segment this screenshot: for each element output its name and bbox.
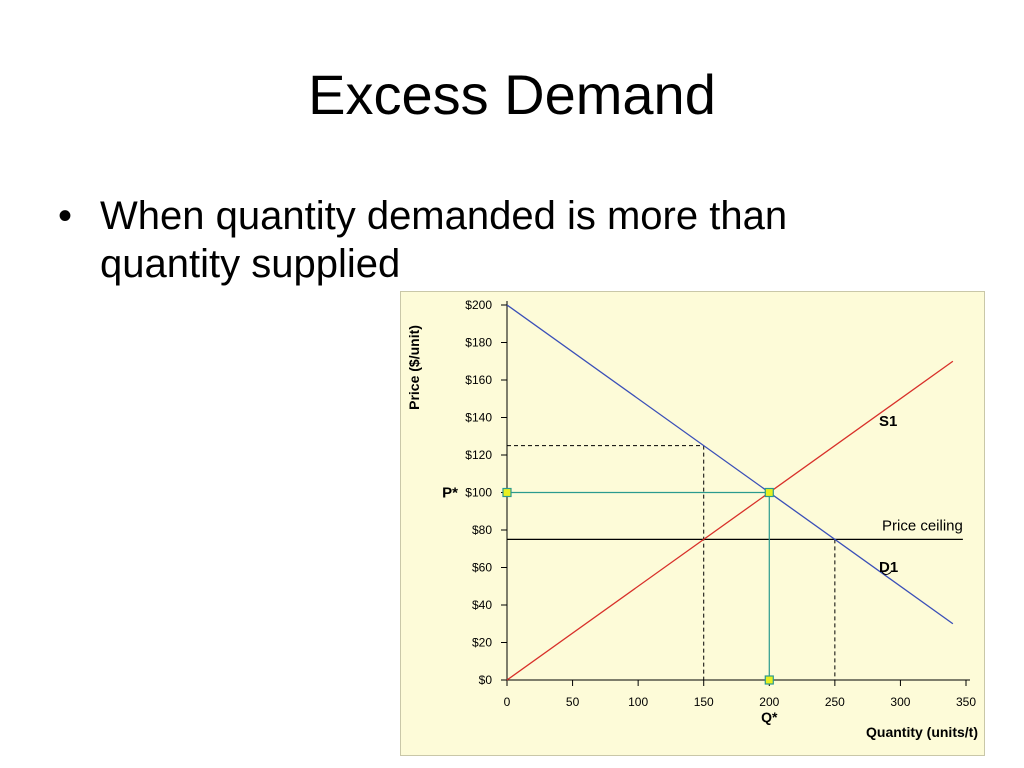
series-label-s1: S1 xyxy=(879,413,897,430)
bullet-marker: • xyxy=(58,194,73,238)
x-tick-label: 300 xyxy=(890,695,910,709)
y-tick-label: $80 xyxy=(472,523,492,537)
supply-demand-chart: $0 $20 $40 $60 $80 $100 $120 $140 $160 $180 $200 0 5… xyxy=(400,291,985,756)
x-tick-label: 150 xyxy=(694,695,714,709)
y-tick-label: $40 xyxy=(472,598,492,612)
p-star-label: P* xyxy=(442,485,458,502)
x-tick-label: 100 xyxy=(628,695,648,709)
equilibrium-point-marker xyxy=(764,487,774,498)
y-tick-label: $100 xyxy=(465,486,492,500)
x-tick-label: 0 xyxy=(504,695,511,709)
d1-label-pointer xyxy=(880,569,892,576)
y-axis-title: Price ($/unit) xyxy=(406,325,422,410)
y-tick-label: $60 xyxy=(472,561,492,575)
chart-svg: $0 $20 $40 $60 $80 $100 $120 $140 $160 $180 $200 0 5… xyxy=(406,298,978,740)
y-tick-label: $20 xyxy=(472,636,492,650)
x-tick-label: 350 xyxy=(956,695,976,709)
slide-title: Excess Demand xyxy=(308,63,716,126)
series-label-d1: D1 xyxy=(879,559,898,576)
y-tick-label: $200 xyxy=(465,298,492,312)
y-tick-label: $140 xyxy=(465,411,492,425)
bullet-text: When quantity demanded is more than quan… xyxy=(100,194,788,286)
x-tick-label: 250 xyxy=(825,695,845,709)
y-tick-label: $120 xyxy=(465,448,492,462)
x-tick-label: 50 xyxy=(566,695,580,709)
x-axis-title: Quantity (units/t) xyxy=(866,724,978,740)
demand-line-d1 xyxy=(506,304,954,625)
y-tick-label: $0 xyxy=(479,673,493,687)
equilibrium-quantity-marker xyxy=(764,675,774,685)
supply-line-s1 xyxy=(506,360,954,681)
equilibrium-price-marker xyxy=(502,487,512,498)
price-ceiling-label: Price ceiling xyxy=(882,517,963,534)
x-tick-label: 200 xyxy=(759,695,779,709)
y-tick-label: $180 xyxy=(465,336,492,350)
y-tick-label: $160 xyxy=(465,373,492,387)
q-star-label: Q* xyxy=(761,709,778,725)
